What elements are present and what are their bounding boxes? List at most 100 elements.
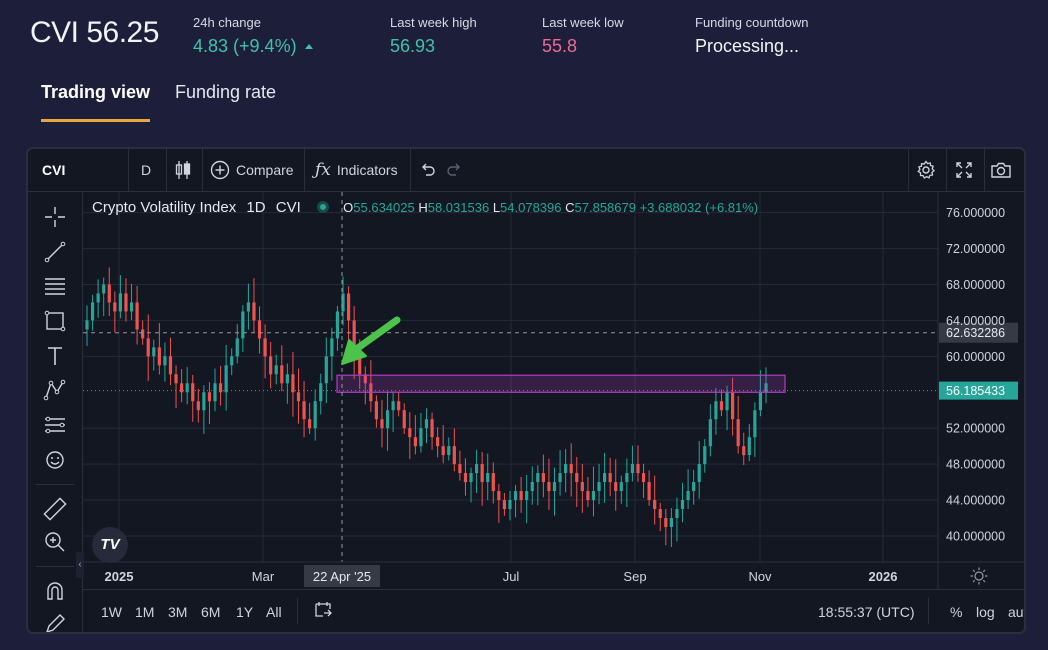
sun-icon-ray [982,569,986,573]
pattern-tool[interactable] [43,378,67,402]
range-1m-button[interactable]: 1M [135,604,155,620]
tab-funding-rate[interactable]: Funding rate [175,82,276,103]
candle-body [385,410,390,429]
x-tick-label: 2026 [869,569,898,584]
range-6m-button[interactable]: 6M [201,604,221,620]
y-tick-label: 68.000000 [946,278,1005,292]
chart-widget: CVI D Compare ƒx Indicators [26,147,1026,634]
candle-body [118,293,122,312]
crosshair-tool[interactable] [43,205,67,229]
candle-body [213,383,217,402]
goto-date-button[interactable] [313,600,333,623]
candle-body [441,446,445,456]
candle-body [335,311,340,339]
text-tool[interactable] [43,344,67,368]
header: CVI 56.25 24h change 4.83 (+9.4%) Last w… [0,0,1048,70]
tab-trading-view[interactable]: Trading view [41,82,151,122]
chart-overlay: 62.632286 22 Apr '25 56.185433 [83,192,1018,587]
crosshair-date-label: 22 Apr '25 [313,569,371,584]
candle-body [280,365,284,384]
range-all-button[interactable]: All [266,604,282,620]
candle-body [296,392,301,402]
range-1y-button[interactable]: 1Y [236,604,254,620]
compare-button[interactable]: Compare [210,149,294,191]
measure-tool[interactable] [43,497,67,521]
candle-body [508,500,512,510]
forecast-tool[interactable] [43,413,67,437]
candle-body [241,311,245,339]
legend-c-label: C [565,200,575,215]
fullscreen-button[interactable] [954,149,976,191]
candle-body [547,482,551,492]
candle-body [753,410,757,438]
fib-tool[interactable] [43,274,67,298]
candle-body [742,446,746,456]
screenshot-button[interactable] [990,149,1014,191]
pattern-icon [43,379,66,401]
candle-body [564,464,568,474]
auto-toggle[interactable]: auto [1008,604,1024,620]
tradingview-logo[interactable]: TV [92,527,128,563]
candle-body [636,464,640,474]
chart-bottom-bar: 1W 1M 3M 6M 1Y All 18:55:37 (UTC) % log … [83,589,1024,632]
emoji-tool[interactable] [43,448,67,472]
magnet-tool[interactable] [43,579,67,603]
trend-line-tool[interactable] [43,240,67,264]
candle-body [658,509,662,518]
price-chart[interactable]: 62.632286 22 Apr '25 56.185433 2025 Mar Jul S… [83,192,1024,589]
page-title: CVI 56.25 [30,16,159,49]
redo-button[interactable] [445,149,463,191]
collapse-toolbar-button[interactable]: ‹ [76,552,84,578]
candle-body [714,401,718,420]
percent-toggle[interactable]: % [950,604,963,620]
candle-body [692,482,696,492]
indicators-button[interactable]: ƒx Indicators [315,149,398,191]
indicators-label: Indicators [336,162,398,178]
drawing-mode-tool[interactable] [43,612,67,632]
candle-body [731,392,735,420]
rectangle-tool[interactable] [43,309,67,333]
interval-button[interactable]: D [141,162,152,178]
symbol-search-button[interactable]: CVI [42,162,66,178]
chart-type-button[interactable] [174,149,194,191]
magnet-icon [47,582,63,600]
candle-body [269,356,273,375]
settings-button[interactable] [916,149,938,191]
candles [85,267,768,547]
candle-body [558,473,562,483]
candle-body [246,302,251,312]
legend-o-label: O [343,200,354,215]
candle-body [146,338,150,357]
clock-time[interactable]: 18:55:37 (UTC) [818,604,915,620]
legend-high: 58.031536 [427,200,490,215]
x-tick-label: Mar [252,569,275,584]
candle-body [102,284,106,294]
toolbar-divider [946,149,947,191]
candle-body [669,517,673,527]
zoom-tool[interactable] [43,530,67,554]
candle-body [575,473,579,483]
range-1w-button[interactable]: 1W [101,604,122,620]
candle-body [196,401,200,411]
candle-body [419,428,423,447]
candle-body [397,401,401,411]
highlight-zone [336,374,786,393]
legend-h-label: H [418,200,428,215]
redo-icon [447,163,460,176]
range-3m-button[interactable]: 3M [168,604,188,620]
chart-svg[interactable]: 62.632286 22 Apr '25 56.185433 2025 Mar Jul S… [83,192,1024,589]
gear-icon [917,160,935,179]
stat-label: Last week high [390,15,477,30]
calendar-goto-icon [315,602,332,617]
log-toggle[interactable]: log [976,604,995,620]
candle-body [597,482,601,492]
candle-body [308,419,312,429]
chevron-left-icon: ‹ [78,559,82,570]
toolbar-divider [128,149,129,191]
active-tab-underline [41,119,151,122]
candle-body [680,500,685,510]
candle-body [302,401,306,420]
candle-body [452,446,456,465]
candle-body [157,347,161,366]
undo-button[interactable] [419,149,437,191]
